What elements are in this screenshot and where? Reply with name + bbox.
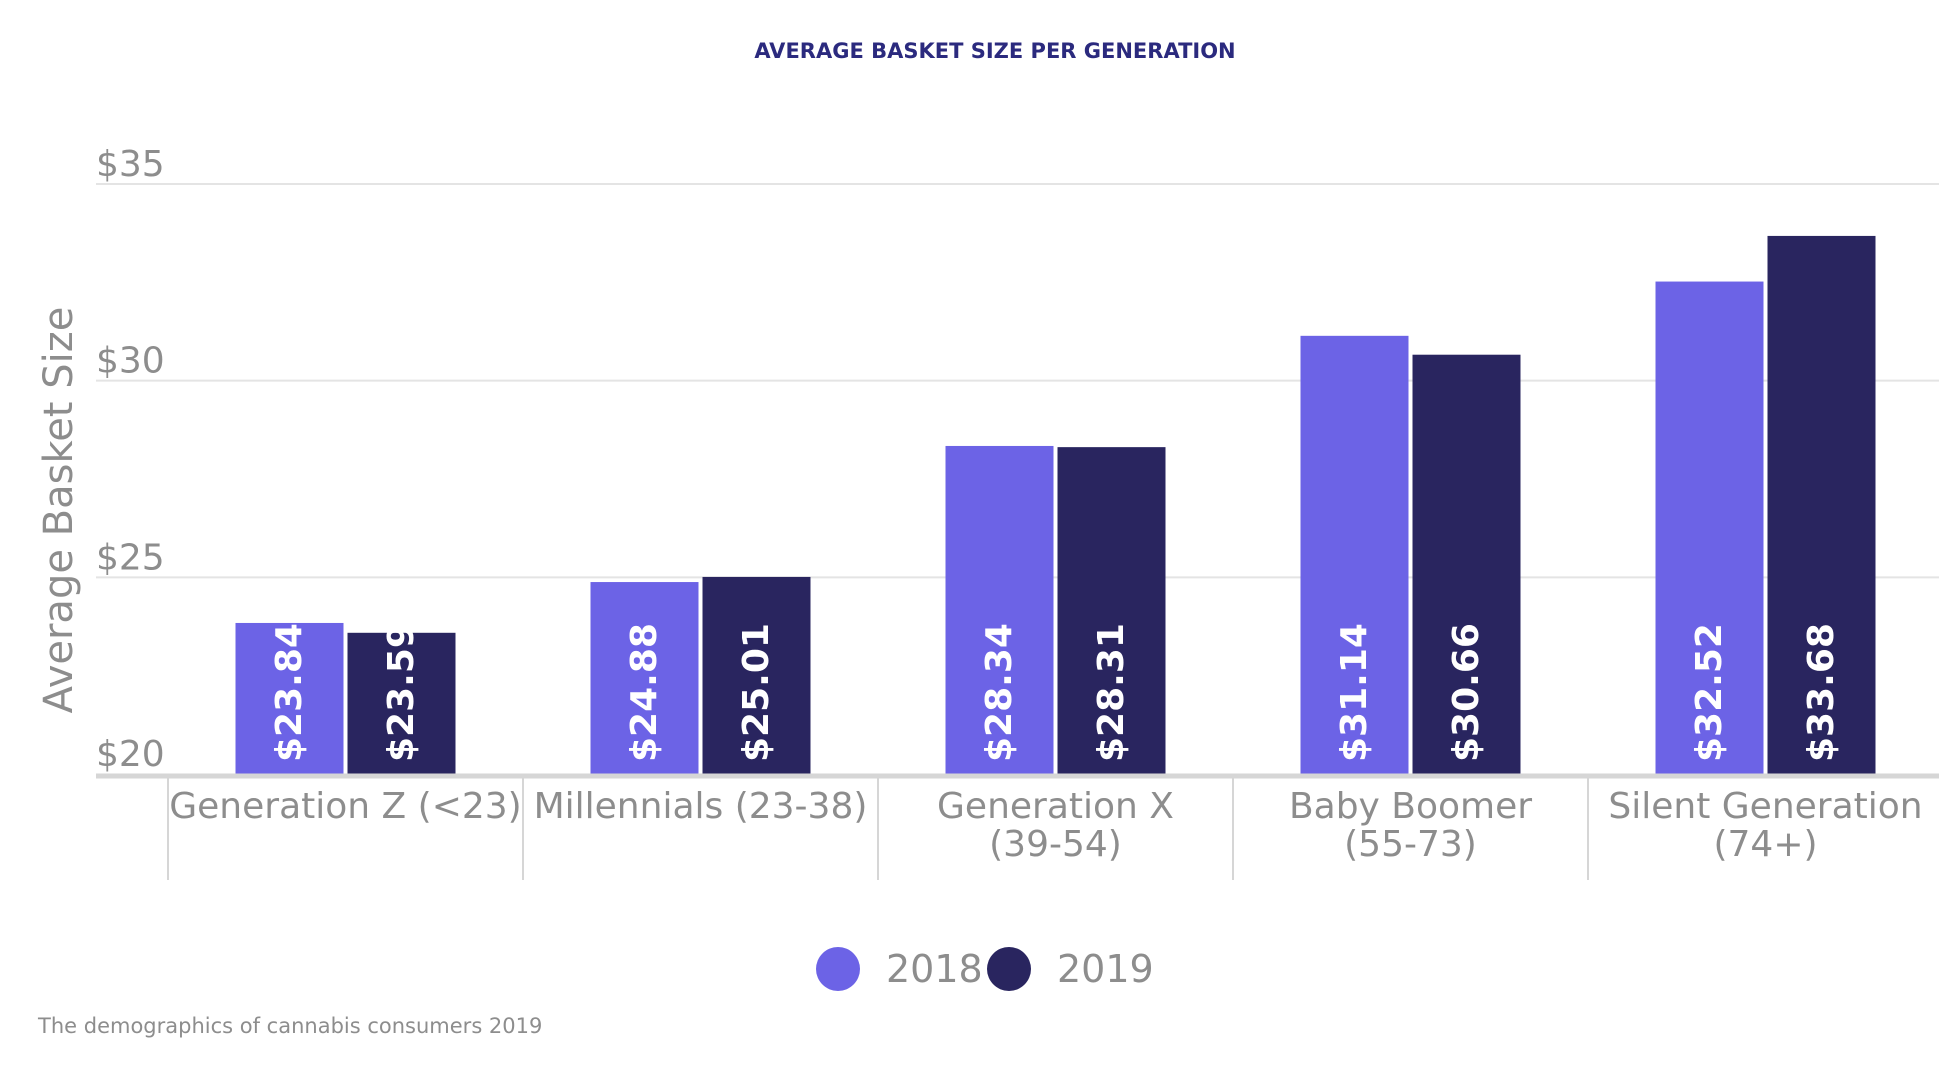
data-label: $28.34 xyxy=(979,623,1020,762)
bar-2018-5 xyxy=(1655,281,1764,774)
data-label: $24.88 xyxy=(624,623,665,762)
bar-2018-3 xyxy=(945,445,1054,774)
bar-2018-2 xyxy=(590,582,699,774)
y-tick-label: $20 xyxy=(96,734,165,775)
y-tick-label: $30 xyxy=(96,341,165,382)
x-tick-label: Silent Generation xyxy=(1608,786,1922,827)
bar-2019-4 xyxy=(1412,354,1521,774)
data-label: $30.66 xyxy=(1446,623,1487,762)
source-note: The demographics of cannabis consumers 2… xyxy=(37,1014,542,1038)
legend: 2018 2019 xyxy=(816,947,1154,991)
y-tick-label: $25 xyxy=(96,537,165,578)
legend-swatch-2018 xyxy=(816,947,860,991)
x-axis xyxy=(96,773,1939,880)
legend-label: 2018 xyxy=(886,947,983,991)
x-tick-label: (55-73) xyxy=(1344,824,1477,865)
data-label: $23.84 xyxy=(269,623,310,762)
chart-title: AVERAGE BASKET SIZE PER GENERATION xyxy=(754,39,1235,63)
bar-2018-1 xyxy=(235,622,344,774)
bars: $23.84 $23.59 $24.88 $25.01 $28.34 $28.31 $31.… xyxy=(235,235,1876,775)
bar-2019-2 xyxy=(702,576,811,774)
bar-2019-3 xyxy=(1057,447,1166,774)
x-tick-label: Millennials (23-38) xyxy=(534,786,868,827)
data-label: $25.01 xyxy=(736,623,777,762)
legend-swatch-2019 xyxy=(987,947,1031,991)
data-label: $31.14 xyxy=(1334,623,1375,762)
legend-label: 2019 xyxy=(1057,947,1154,991)
y-axis-label: Average Basket Size xyxy=(36,307,82,714)
bar-2019-5 xyxy=(1767,235,1876,775)
y-tick-label: $35 xyxy=(96,144,165,185)
data-label: $23.59 xyxy=(381,623,422,762)
x-tick-labels: Generation Z (<23) Millennials (23-38) Gen… xyxy=(169,786,1922,865)
data-label: $32.52 xyxy=(1689,623,1730,762)
data-label: $28.31 xyxy=(1091,623,1132,762)
bar-2018-4 xyxy=(1300,335,1409,774)
x-tick-label: Generation X xyxy=(937,786,1174,827)
x-tick-label: Baby Boomer xyxy=(1289,786,1532,827)
x-tick-label: (74+) xyxy=(1713,824,1817,865)
x-tick-label: Generation Z (<23) xyxy=(169,786,521,827)
data-label: $33.68 xyxy=(1801,623,1842,762)
x-tick-label: (39-54) xyxy=(989,824,1122,865)
y-tick-labels: $20 $25 $30 $35 xyxy=(96,144,165,775)
bar-2019-1 xyxy=(347,632,456,774)
